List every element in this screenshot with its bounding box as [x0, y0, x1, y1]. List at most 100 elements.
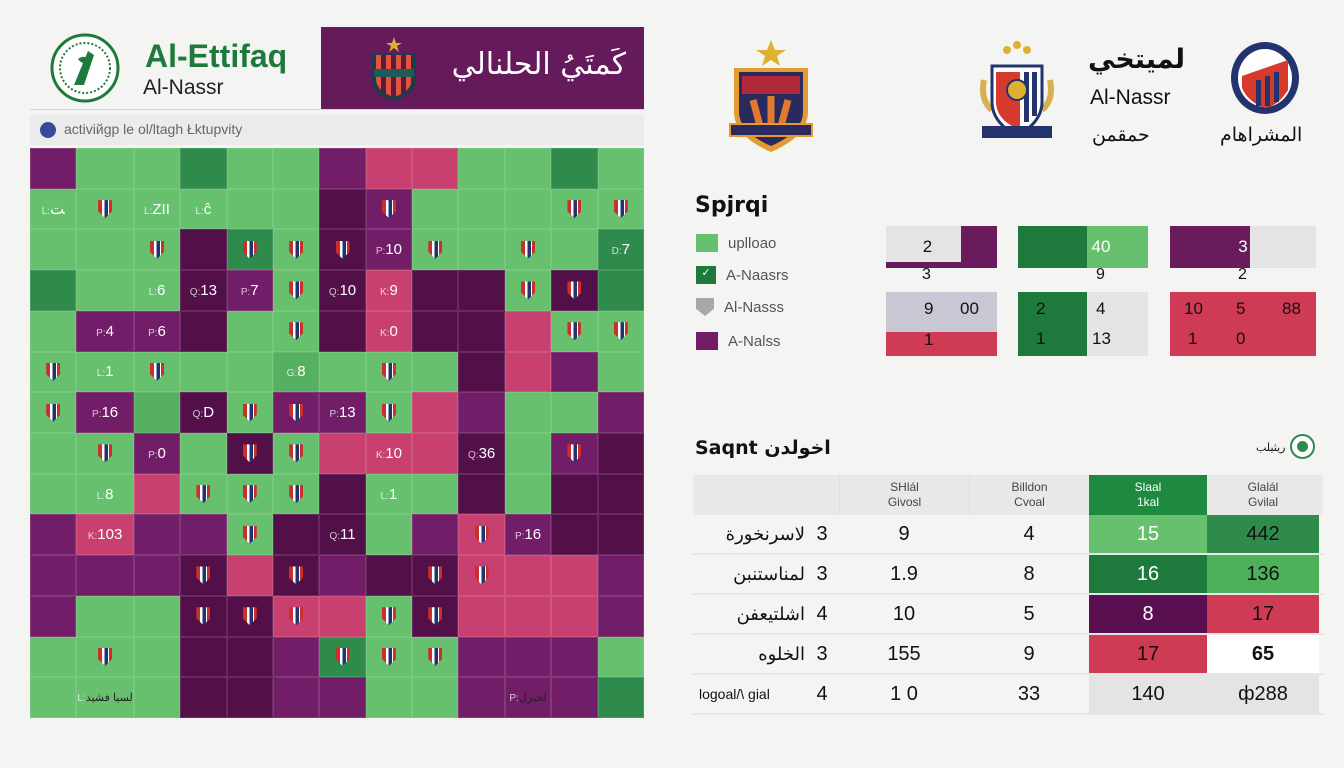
grid-cell [458, 555, 505, 596]
legend-title: Spjrqi [695, 193, 769, 218]
table-row[interactable]: لاسرنخورة 3 9 4 15 442 [693, 515, 1323, 555]
grid-cell [180, 433, 227, 474]
grid-cell [597, 514, 644, 556]
divider [30, 109, 644, 110]
cell-a: 3 [816, 642, 828, 665]
legend-swatch [696, 234, 718, 252]
score-value: 1 [1188, 329, 1198, 348]
grid-cell: K:10 [365, 433, 413, 474]
grid-cell [597, 595, 644, 637]
grid-cell [319, 433, 366, 474]
grid-cell: K:9 [365, 270, 413, 311]
score-value: 0 [1236, 329, 1246, 348]
grid-cell: L:1 [76, 351, 134, 393]
grid-cell [458, 229, 505, 271]
cell-label: Q:11 [329, 526, 356, 544]
cell-label: P:4 [96, 322, 114, 340]
grid-cell: L:ﺖ [30, 188, 77, 230]
score-under: 2 [1238, 266, 1247, 283]
grid-cell: P:0 [133, 433, 181, 474]
grid-cell [504, 433, 552, 474]
table-row[interactable]: لمناستنبن 3 1.9 8 16 136 [693, 555, 1323, 595]
score-box-2-bottom: 2 4 1 13 [1018, 292, 1148, 356]
club-badge-icon [381, 362, 396, 381]
club-badge-icon [381, 607, 396, 626]
grid-cell [226, 636, 273, 678]
grid-cell [504, 595, 552, 637]
grid-cell [226, 555, 273, 596]
club-badge-icon [196, 485, 211, 504]
grid-cell [30, 310, 77, 352]
grid-cell: Q:10 [319, 270, 366, 311]
score-box-1-bottom: 9 00 1 [886, 292, 997, 356]
cell-label: P:6 [148, 322, 166, 340]
club-badge-icon [242, 485, 257, 504]
score-value: 2 [922, 237, 933, 256]
caption-right: المشراهام [1220, 124, 1303, 146]
grid-cell [180, 555, 227, 596]
table-row[interactable]: logoal/\ gial 4 1 0 33 140 ф288 [693, 675, 1323, 715]
score-value: 3 [1238, 237, 1248, 256]
cell-label: P:0 [148, 444, 166, 462]
opponent-banner: كَمتَيُ الحلنالي [321, 27, 644, 109]
grid-cell [597, 148, 644, 189]
club-badge-icon [521, 240, 536, 259]
club-badge-icon [567, 200, 582, 219]
grid-cell [597, 677, 644, 718]
grid-cell [458, 473, 505, 515]
grid-cell [504, 310, 552, 352]
grid-cell [597, 392, 644, 433]
grid-cell [458, 636, 505, 678]
grid-cell [551, 595, 598, 637]
grid-cell [133, 595, 181, 637]
grid-cell [133, 351, 181, 393]
club-badge-icon [98, 647, 113, 666]
table-row[interactable]: اشلتيعفن 4 10 5 8 17 [693, 595, 1323, 635]
legend-swatch [696, 332, 718, 350]
grid-cell [226, 351, 273, 393]
club-badge-icon [335, 647, 350, 666]
grid-cell [226, 433, 273, 474]
cell-name: اشلتيعفن [736, 603, 805, 624]
cell-label: L:6 [148, 281, 166, 299]
grid-cell [597, 310, 644, 352]
cell-label: K:103 [87, 526, 123, 544]
grid-cell [226, 514, 273, 556]
grid-cell [226, 392, 273, 433]
cell-label: G:8 [286, 363, 306, 381]
grid-cell [597, 270, 644, 311]
cell-label: K:0 [379, 322, 398, 340]
grid-cell [272, 270, 320, 311]
score-under: 9 [1096, 266, 1105, 283]
table-row[interactable]: الخلوه 3 155 9 17 65 [693, 635, 1323, 675]
grid-cell: Q:36 [458, 433, 505, 474]
grid-cell [458, 392, 505, 433]
grid-cell [551, 188, 598, 230]
grid-cell [319, 555, 366, 596]
grid-cell [76, 595, 134, 637]
opponent-crest-icon [366, 35, 422, 107]
cell-label: P:10 [375, 241, 402, 259]
grid-cell [597, 188, 644, 230]
activity-label: activiйgp le ol/ltagh Łktupvity [64, 121, 243, 137]
cell-name: لمناستنبن [733, 563, 805, 584]
grid-cell [365, 595, 413, 637]
grid-cell [30, 351, 77, 393]
grid-cell [133, 148, 181, 189]
cell-name: لاسرنخورة [725, 523, 805, 544]
club-badge-icon [98, 444, 113, 463]
table-logo-text: ريثيلب [1256, 441, 1286, 454]
cell-label: P:13 [329, 404, 356, 422]
grid-cell [272, 433, 320, 474]
grid-cell [30, 270, 77, 311]
grid-cell: K:0 [365, 310, 413, 352]
col-header [805, 475, 839, 515]
legend-item: A-Nalss [696, 332, 781, 350]
grid-cell [180, 677, 227, 718]
grid-cell [504, 229, 552, 271]
grid-cell [458, 310, 505, 352]
col-header: Glalál Gvilal [1247, 480, 1279, 509]
grid-cell [504, 392, 552, 433]
grid-cell [412, 392, 459, 433]
score-box-2-top: 40 [1018, 226, 1148, 268]
